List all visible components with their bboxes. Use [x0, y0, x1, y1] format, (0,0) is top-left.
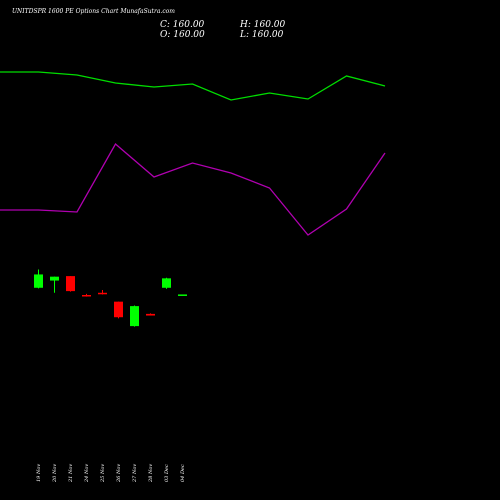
open-readout: O: 160.00	[160, 30, 205, 40]
candle-04-dec	[178, 294, 187, 296]
x-tick-label: 19 Nov	[36, 464, 42, 482]
x-tick-label: 28 Nov	[148, 464, 154, 483]
x-tick-label: 04 Dec	[180, 464, 186, 482]
candle-body	[162, 278, 171, 288]
candle-body	[178, 294, 187, 296]
x-tick-label: 20 Nov	[52, 464, 58, 483]
x-tick-label: 03 Dec	[164, 464, 170, 482]
candle-body	[114, 301, 123, 318]
chart-title: UNITDSPR 1600 PE Options Chart MunafaSut…	[12, 8, 175, 15]
x-tick-label: 27 Nov	[132, 464, 138, 483]
x-tick-label: 21 Nov	[68, 464, 74, 483]
candle-26-nov	[114, 301, 123, 319]
candle-24-nov	[82, 293, 91, 297]
low-readout: L: 160.00	[239, 30, 284, 40]
candle-body	[82, 295, 91, 297]
x-tick-label: 25 Nov	[100, 464, 106, 483]
candle-20-nov	[50, 276, 59, 293]
x-tick-label: 26 Nov	[116, 464, 122, 483]
candle-28-nov	[146, 313, 155, 316]
overlay-line-1	[0, 71, 386, 101]
high-readout: H: 160.00	[239, 20, 286, 30]
candle-body	[50, 276, 59, 281]
candle-body	[66, 276, 75, 292]
candle-body	[34, 274, 43, 288]
candle-19-nov	[34, 269, 43, 289]
candle-25-nov	[98, 290, 107, 295]
candle-21-nov	[66, 276, 75, 292]
x-tick-label: 24 Nov	[84, 464, 90, 483]
candle-body	[98, 292, 107, 295]
x-axis-ticks: 19 Nov 20 Nov 21 Nov 24 Nov 25 Nov 26 Nov 27 N…	[36, 464, 186, 483]
candles	[34, 269, 187, 327]
candle-body	[130, 306, 139, 327]
close-readout: C: 160.00	[160, 20, 205, 30]
overlay-line-2	[0, 142, 386, 236]
candle-body	[146, 313, 155, 316]
overlay-lines	[0, 71, 386, 236]
candle-27-nov	[130, 305, 139, 327]
candle-03-dec	[162, 277, 171, 289]
